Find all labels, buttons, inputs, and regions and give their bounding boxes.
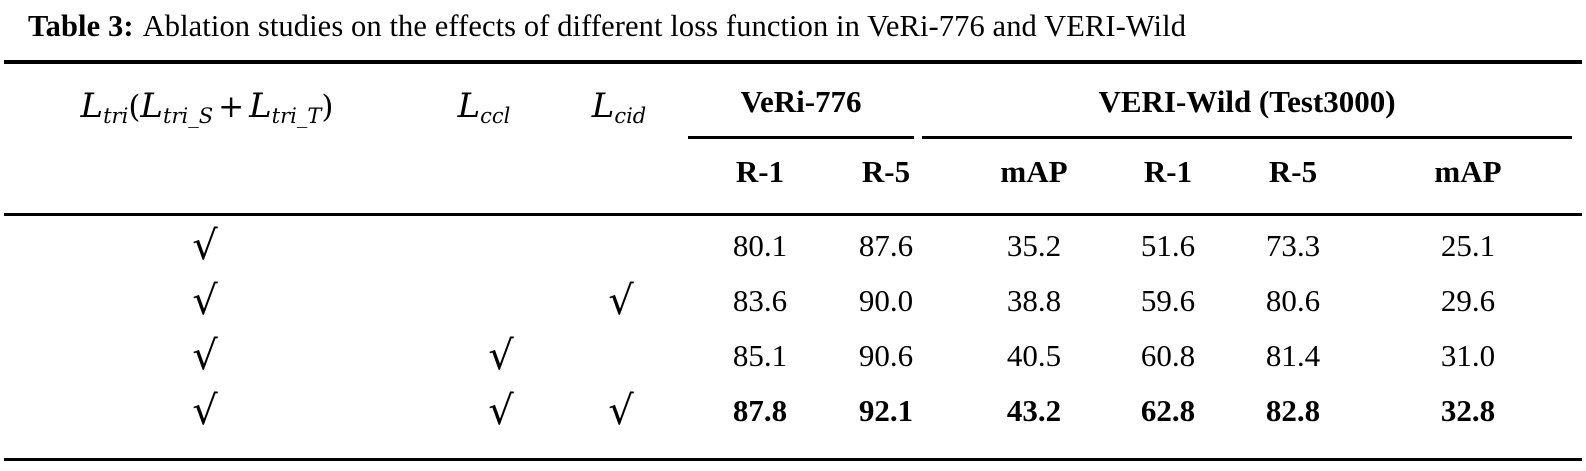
cell-value: 90.6 [858, 338, 914, 373]
cmidrule-veri776 [688, 136, 914, 139]
caption-text: Ablation studies on the effects of diffe… [142, 9, 1187, 43]
header-loss-cid-symbol: L [591, 86, 615, 126]
cell-value: 29.6 [1440, 283, 1496, 318]
header-loss-plus-operator: + [218, 89, 245, 125]
header-loss-ccl-subscript: ccl [480, 104, 511, 128]
checkmark-icon: √ [192, 388, 218, 434]
cell-check-cid: √ [560, 330, 682, 382]
checkmark-icon: √ [488, 333, 514, 379]
cell-check-ccl: √ [440, 385, 562, 437]
header-loss-tri-t-subscript: tri_T [271, 104, 322, 128]
header-metric-veriwild-r5: R-5 [1268, 154, 1318, 189]
midrule [4, 213, 1582, 216]
header-metric-veri776-map: mAP [1000, 154, 1068, 189]
cell-value: 43.2 [1006, 393, 1062, 428]
table-row: √ √ √ 80.1 87.6 35.2 51.6 73.3 25.1 [0, 220, 1586, 275]
header-loss-ccl: Lccl [424, 86, 544, 128]
cell-value: 25.1 [1440, 228, 1496, 263]
cell-value: 83.6 [732, 283, 788, 318]
cell-value: 31.0 [1440, 338, 1496, 373]
cell-value: 81.4 [1265, 338, 1321, 373]
header-loss-tri-subscript: tri [103, 104, 129, 128]
cell-value: 60.8 [1140, 338, 1196, 373]
header-loss-cid-subscript: cid [614, 104, 647, 128]
header-loss-tri: Ltri(Ltri_S + Ltri_T) [8, 86, 406, 128]
header-metric-veriwild-r1: R-1 [1143, 154, 1193, 189]
cell-value: 35.2 [1006, 228, 1062, 263]
table-body: √ √ √ 80.1 87.6 35.2 51.6 73.3 25.1 √ √ … [0, 216, 1586, 458]
header-metric-veri776-r1: R-1 [735, 154, 785, 189]
header-loss-tri-close-paren: ) [321, 89, 334, 125]
cell-check-ccl: √ [440, 275, 562, 327]
cell-check-tri: √ [140, 220, 270, 272]
cell-check-tri: √ [140, 385, 270, 437]
cell-value: 92.1 [858, 393, 914, 428]
header-loss-tri-s-symbol: L [140, 86, 163, 126]
cell-value: 51.6 [1140, 228, 1196, 263]
checkmark-icon: √ [192, 333, 218, 379]
toprule [4, 60, 1582, 64]
cmidrule-veriwild [922, 136, 1572, 139]
header-dataset-veriwild: VERI-Wild (Test3000) [1098, 84, 1396, 119]
checkmark-icon: √ [488, 388, 514, 434]
header-metric-veri776-r5: R-5 [861, 154, 911, 189]
checkmark-icon: √ [608, 278, 634, 324]
header-metric-veriwild-map: mAP [1434, 154, 1502, 189]
cell-value: 87.8 [732, 393, 788, 428]
cell-value: 90.0 [858, 283, 914, 318]
header-loss-tri-symbol: L [80, 86, 104, 126]
cell-value: 87.6 [858, 228, 914, 263]
cell-value: 80.6 [1265, 283, 1321, 318]
checkmark-icon: √ [192, 223, 218, 269]
table-row: √ √ √ 83.6 90.0 38.8 59.6 80.6 29.6 [0, 275, 1586, 330]
table-header: Ltri(Ltri_S + Ltri_T) Lccl Lcid VeRi-776 V… [0, 64, 1586, 213]
cell-value: 73.3 [1265, 228, 1321, 263]
table-caption: Table 3: Ablation studies on the effects … [28, 4, 1576, 50]
cell-check-ccl: √ [440, 330, 562, 382]
cell-value: 59.6 [1140, 283, 1196, 318]
cell-value: 85.1 [732, 338, 788, 373]
cell-check-tri: √ [140, 330, 270, 382]
cell-value: 82.8 [1265, 393, 1321, 428]
cell-value: 62.8 [1140, 393, 1196, 428]
header-loss-tri-open-paren: ( [128, 89, 141, 125]
cell-value: 80.1 [732, 228, 788, 263]
cell-value: 32.8 [1440, 393, 1496, 428]
bottomrule [4, 458, 1582, 461]
header-loss-tri-t-symbol: L [249, 86, 272, 126]
header-loss-cid: Lcid [556, 86, 682, 128]
table-row: √ √ √ 85.1 90.6 40.5 60.8 81.4 31.0 [0, 330, 1586, 385]
table-row: √ √ √ 87.8 92.1 43.2 62.8 82.8 32.8 [0, 385, 1586, 440]
cell-check-tri: √ [140, 275, 270, 327]
cell-check-ccl: √ [440, 220, 562, 272]
cell-check-cid: √ [560, 275, 682, 327]
cell-value: 38.8 [1006, 283, 1062, 318]
checkmark-icon: √ [608, 388, 634, 434]
header-loss-ccl-symbol: L [457, 86, 481, 126]
header-loss-tri-s-subscript: tri_S [163, 104, 214, 128]
cell-check-cid: √ [560, 220, 682, 272]
checkmark-icon: √ [192, 278, 218, 324]
caption-label: Table 3: [28, 9, 134, 43]
cell-value: 40.5 [1006, 338, 1062, 373]
header-dataset-veri776: VeRi-776 [740, 84, 862, 119]
cell-check-cid: √ [560, 385, 682, 437]
